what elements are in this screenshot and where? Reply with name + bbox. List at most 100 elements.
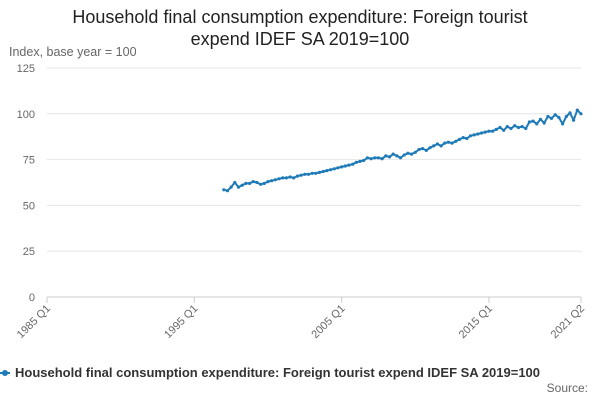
data-point[interactable]	[557, 115, 561, 120]
data-point[interactable]	[468, 134, 473, 138]
data-point[interactable]	[450, 141, 454, 145]
data-point[interactable]	[369, 157, 373, 161]
data-point[interactable]	[336, 166, 340, 170]
data-point[interactable]	[387, 155, 392, 159]
data-point[interactable]	[317, 170, 322, 174]
data-point[interactable]	[461, 136, 465, 140]
data-point[interactable]	[351, 162, 355, 166]
data-point[interactable]	[505, 125, 509, 129]
data-point[interactable]	[384, 154, 388, 158]
data-point[interactable]	[340, 165, 344, 169]
data-point[interactable]	[273, 178, 277, 182]
data-point[interactable]	[524, 126, 528, 131]
data-point[interactable]	[233, 180, 237, 185]
data-point[interactable]	[310, 171, 314, 175]
data-point[interactable]	[564, 114, 568, 119]
data-point[interactable]	[502, 128, 506, 132]
data-point[interactable]	[476, 132, 480, 136]
data-point[interactable]	[259, 182, 263, 186]
data-point[interactable]	[262, 181, 266, 185]
data-point[interactable]	[288, 175, 292, 179]
data-point[interactable]	[443, 141, 447, 145]
data-point[interactable]	[498, 125, 502, 130]
data-point[interactable]	[446, 140, 450, 144]
data-point[interactable]	[454, 139, 458, 143]
data-point[interactable]	[347, 163, 351, 167]
legend[interactable]: Household final consumption expenditure:…	[0, 364, 600, 384]
data-point[interactable]	[343, 164, 347, 168]
data-point[interactable]	[376, 156, 380, 160]
data-point[interactable]	[306, 172, 311, 176]
legend-item-label[interactable]: Household final consumption expenditure:…	[15, 365, 541, 380]
data-point[interactable]	[240, 183, 244, 187]
data-point[interactable]	[432, 144, 436, 148]
data-point[interactable]	[277, 177, 281, 181]
data-point[interactable]	[244, 181, 248, 185]
data-point[interactable]	[321, 169, 325, 174]
data-point[interactable]	[424, 148, 428, 152]
data-point[interactable]	[527, 120, 532, 124]
data-point[interactable]	[373, 156, 377, 160]
data-point[interactable]	[413, 150, 417, 154]
data-point[interactable]	[542, 121, 546, 125]
data-point[interactable]	[395, 154, 399, 158]
data-point[interactable]	[314, 171, 318, 175]
data-point[interactable]	[225, 189, 230, 193]
data-point[interactable]	[480, 131, 484, 135]
data-point[interactable]	[516, 125, 521, 130]
data-point[interactable]	[513, 124, 517, 128]
data-point[interactable]	[236, 185, 241, 189]
data-point[interactable]	[491, 129, 495, 133]
data-point[interactable]	[417, 147, 421, 152]
data-point[interactable]	[362, 158, 366, 163]
data-point[interactable]	[435, 142, 439, 146]
data-point[interactable]	[365, 156, 369, 160]
data-point[interactable]	[284, 176, 288, 180]
data-point[interactable]	[410, 152, 414, 156]
data-point[interactable]	[281, 176, 285, 180]
data-point[interactable]	[421, 147, 425, 151]
data-point[interactable]	[222, 188, 226, 192]
data-point[interactable]	[295, 174, 299, 178]
data-point[interactable]	[329, 168, 333, 172]
data-point[interactable]	[487, 129, 491, 133]
data-point[interactable]	[354, 160, 358, 164]
data-point[interactable]	[568, 111, 572, 115]
data-point[interactable]	[531, 119, 535, 123]
data-point[interactable]	[553, 113, 557, 117]
data-point[interactable]	[380, 157, 384, 161]
data-point[interactable]	[299, 173, 303, 177]
data-point[interactable]	[572, 118, 576, 122]
data-point[interactable]	[332, 167, 336, 171]
data-point[interactable]	[546, 114, 550, 119]
data-point[interactable]	[549, 116, 554, 120]
data-point[interactable]	[457, 137, 462, 141]
data-point[interactable]	[579, 112, 583, 116]
data-point[interactable]	[509, 126, 513, 131]
data-point[interactable]	[428, 146, 432, 150]
data-point[interactable]	[472, 133, 476, 137]
data-point[interactable]	[520, 125, 524, 129]
data-point[interactable]	[561, 122, 565, 126]
data-point[interactable]	[402, 153, 406, 157]
data-point[interactable]	[248, 181, 252, 185]
data-point[interactable]	[266, 180, 270, 184]
data-point[interactable]	[255, 180, 259, 185]
data-point[interactable]	[575, 108, 579, 112]
data-point[interactable]	[439, 144, 443, 148]
data-point[interactable]	[406, 151, 410, 155]
data-point[interactable]	[229, 185, 233, 189]
data-point[interactable]	[535, 122, 539, 126]
data-point[interactable]	[391, 152, 395, 156]
data-point[interactable]	[251, 180, 255, 184]
data-point[interactable]	[292, 176, 296, 180]
data-point[interactable]	[465, 136, 469, 141]
data-point[interactable]	[538, 117, 543, 121]
data-point[interactable]	[398, 156, 403, 160]
data-point[interactable]	[303, 172, 307, 176]
data-point[interactable]	[494, 127, 498, 131]
data-point[interactable]	[483, 130, 487, 134]
data-point[interactable]	[325, 169, 329, 173]
data-point[interactable]	[270, 179, 274, 183]
data-point[interactable]	[358, 159, 362, 163]
